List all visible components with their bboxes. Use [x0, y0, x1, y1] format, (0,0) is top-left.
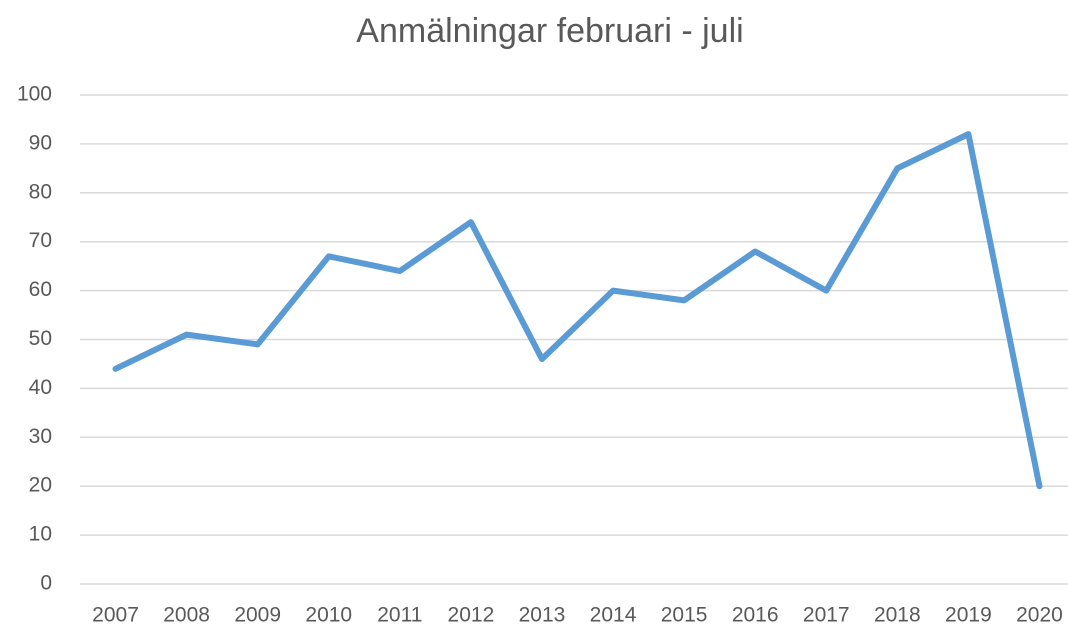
chart-title: Anmälningar februari - juli	[356, 12, 743, 50]
x-tick-label: 2016	[732, 604, 779, 627]
x-tick-label: 2020	[1016, 604, 1063, 627]
data-line	[112, 131, 1043, 490]
y-tick-label: 0	[40, 572, 52, 595]
x-tick-label: 2011	[377, 604, 422, 627]
x-tick-label: 2013	[519, 604, 566, 627]
y-tick-label: 40	[29, 376, 52, 399]
y-tick-label: 30	[29, 425, 52, 448]
y-tick-label: 70	[29, 229, 52, 252]
x-tick-label: 2019	[945, 604, 992, 627]
y-tick-label: 90	[29, 131, 52, 154]
x-tick-label: 2014	[590, 604, 637, 627]
y-tick-label: 80	[29, 180, 52, 203]
x-tick-label: 2007	[92, 604, 139, 627]
x-tick-label: 2018	[874, 604, 921, 627]
x-tick-label: 2012	[448, 604, 495, 627]
y-tick-label: 60	[29, 278, 52, 301]
x-tick-label: 2009	[234, 604, 281, 627]
y-tick-label: 50	[29, 327, 52, 350]
x-tick-label: 2017	[803, 604, 850, 627]
x-tick-label: 2010	[305, 604, 352, 627]
y-tick-label: 20	[29, 474, 52, 497]
x-tick-label: 2015	[661, 604, 708, 627]
y-tick-label: 100	[17, 83, 52, 106]
x-tick-label: 2008	[163, 604, 210, 627]
y-tick-label: 10	[29, 523, 52, 546]
